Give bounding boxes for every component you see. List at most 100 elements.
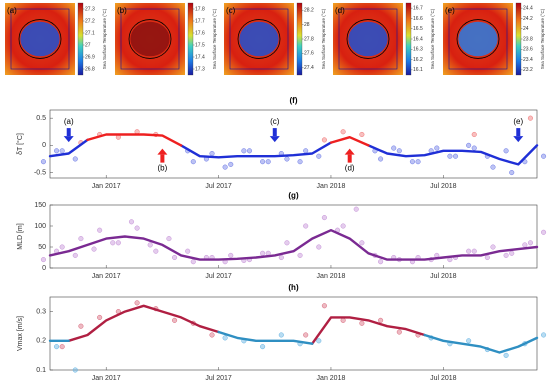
data-point: [297, 159, 303, 165]
data-point: [265, 159, 271, 165]
data-point: [447, 153, 453, 159]
colorbar-tick-label: 24: [523, 26, 529, 32]
data-point: [396, 148, 402, 154]
colorbar-tick-label: 24.4: [523, 5, 533, 11]
trend-line: [48, 138, 539, 166]
eddy-contour: [346, 19, 390, 59]
arrow-head: [513, 136, 524, 143]
colorbar-tick-label: 17.4: [195, 54, 205, 60]
data-point: [378, 259, 384, 265]
data-point: [316, 338, 322, 344]
data-point: [59, 244, 65, 250]
data-point: [185, 248, 191, 254]
colorbar-tick-label: 17.6: [195, 30, 205, 36]
x-tick-label: Jan 2017: [92, 183, 121, 190]
colorbar-tick-label: 27.8: [304, 36, 314, 42]
eddy-core: [239, 21, 279, 57]
data-point: [278, 332, 284, 338]
colorbar-tick-label: 26.9: [85, 54, 95, 60]
data-point: [54, 344, 60, 350]
plot-frame: [49, 296, 538, 371]
arrow-head: [269, 136, 280, 143]
y-tick-label: 150: [34, 202, 46, 209]
colorbar-tick-label: 27.1: [85, 30, 95, 36]
data-point: [409, 159, 415, 165]
panel-label: (d): [335, 6, 345, 15]
colorbar-tick-label: 27.6: [304, 51, 314, 57]
x-tick-label: Jul 2017: [205, 183, 232, 190]
data-point: [59, 148, 65, 154]
panel-label: (b): [117, 6, 127, 15]
analysis-box: [229, 8, 289, 70]
data-point: [228, 252, 234, 258]
data-point: [59, 344, 65, 350]
panel-title: (h): [288, 283, 299, 292]
data-point: [490, 244, 496, 250]
arrow-shaft: [272, 128, 277, 137]
colorbar-tick-label: 27.3: [85, 6, 95, 12]
data-point: [321, 303, 327, 309]
colorbar-tick-label: 27.2: [85, 18, 95, 24]
data-point: [128, 219, 135, 225]
analysis-box: [448, 8, 508, 70]
data-point: [241, 148, 247, 154]
data-point: [147, 242, 153, 248]
data-point: [391, 145, 397, 151]
y-tick-label: 100: [34, 223, 46, 230]
colorbar-tick-label: 24.2: [523, 16, 533, 22]
colorbar: [187, 2, 194, 76]
data-point: [303, 332, 309, 338]
annotation-label: (b): [157, 164, 167, 173]
data-point: [303, 223, 309, 229]
data-point: [452, 153, 459, 159]
data-point: [466, 248, 472, 254]
data-point: [321, 215, 327, 221]
panel-title: (f): [290, 96, 298, 105]
colorbar-tick-label: 26.8: [85, 66, 95, 72]
colorbar-tick-label: 28.2: [304, 8, 314, 14]
annotation-label: (d): [345, 164, 355, 173]
arrow-head: [344, 148, 355, 155]
data-point: [527, 240, 533, 246]
data-point: [471, 145, 477, 151]
colorbar-tick-label: 27: [85, 42, 91, 48]
data-point: [484, 254, 490, 261]
colorbar-label: Sea Surface Temperature (°C): [102, 8, 107, 69]
eddy-contour: [128, 19, 172, 59]
data-point: [209, 332, 215, 338]
colorbar: [405, 2, 412, 76]
data-point: [72, 156, 78, 162]
data-point: [503, 148, 509, 154]
data-point: [153, 248, 159, 254]
data-point: [321, 137, 327, 143]
eddy-core: [348, 21, 388, 57]
data-point: [78, 236, 84, 242]
y-tick-label: 0: [42, 142, 46, 149]
analysis-box: [338, 8, 398, 70]
colorbar-tick-label: 17.3: [195, 66, 205, 72]
trend-line: [86, 133, 370, 147]
colorbar-tick-label: 17.7: [195, 18, 205, 24]
data-point: [40, 159, 46, 165]
data-point: [340, 317, 346, 323]
x-tick-label: Jul 2017: [205, 273, 232, 280]
colorbar-label: Sea Surface Temperature (°C): [212, 8, 217, 69]
y-tick-label: 0.2: [36, 338, 46, 345]
data-point: [396, 329, 402, 335]
colorbar: [77, 2, 84, 76]
data-point: [134, 300, 140, 306]
y-tick-label: 0: [42, 265, 46, 272]
colorbar-tick-label: 27.4: [304, 65, 314, 71]
data-point: [260, 159, 266, 165]
data-point: [541, 153, 547, 159]
colorbar-tick-label: 16.1: [413, 67, 423, 73]
eddy-contour: [237, 19, 281, 59]
x-tick-label: Jul 2018: [430, 273, 457, 280]
eddy-contour: [18, 19, 62, 59]
x-tick-label: Jan 2018: [317, 273, 346, 280]
colorbar-tick-label: 23.8: [523, 36, 533, 42]
x-tick-label: Jul 2018: [430, 183, 457, 190]
panel-label: (e): [445, 6, 455, 15]
data-point: [166, 236, 172, 242]
data-point: [72, 367, 78, 373]
